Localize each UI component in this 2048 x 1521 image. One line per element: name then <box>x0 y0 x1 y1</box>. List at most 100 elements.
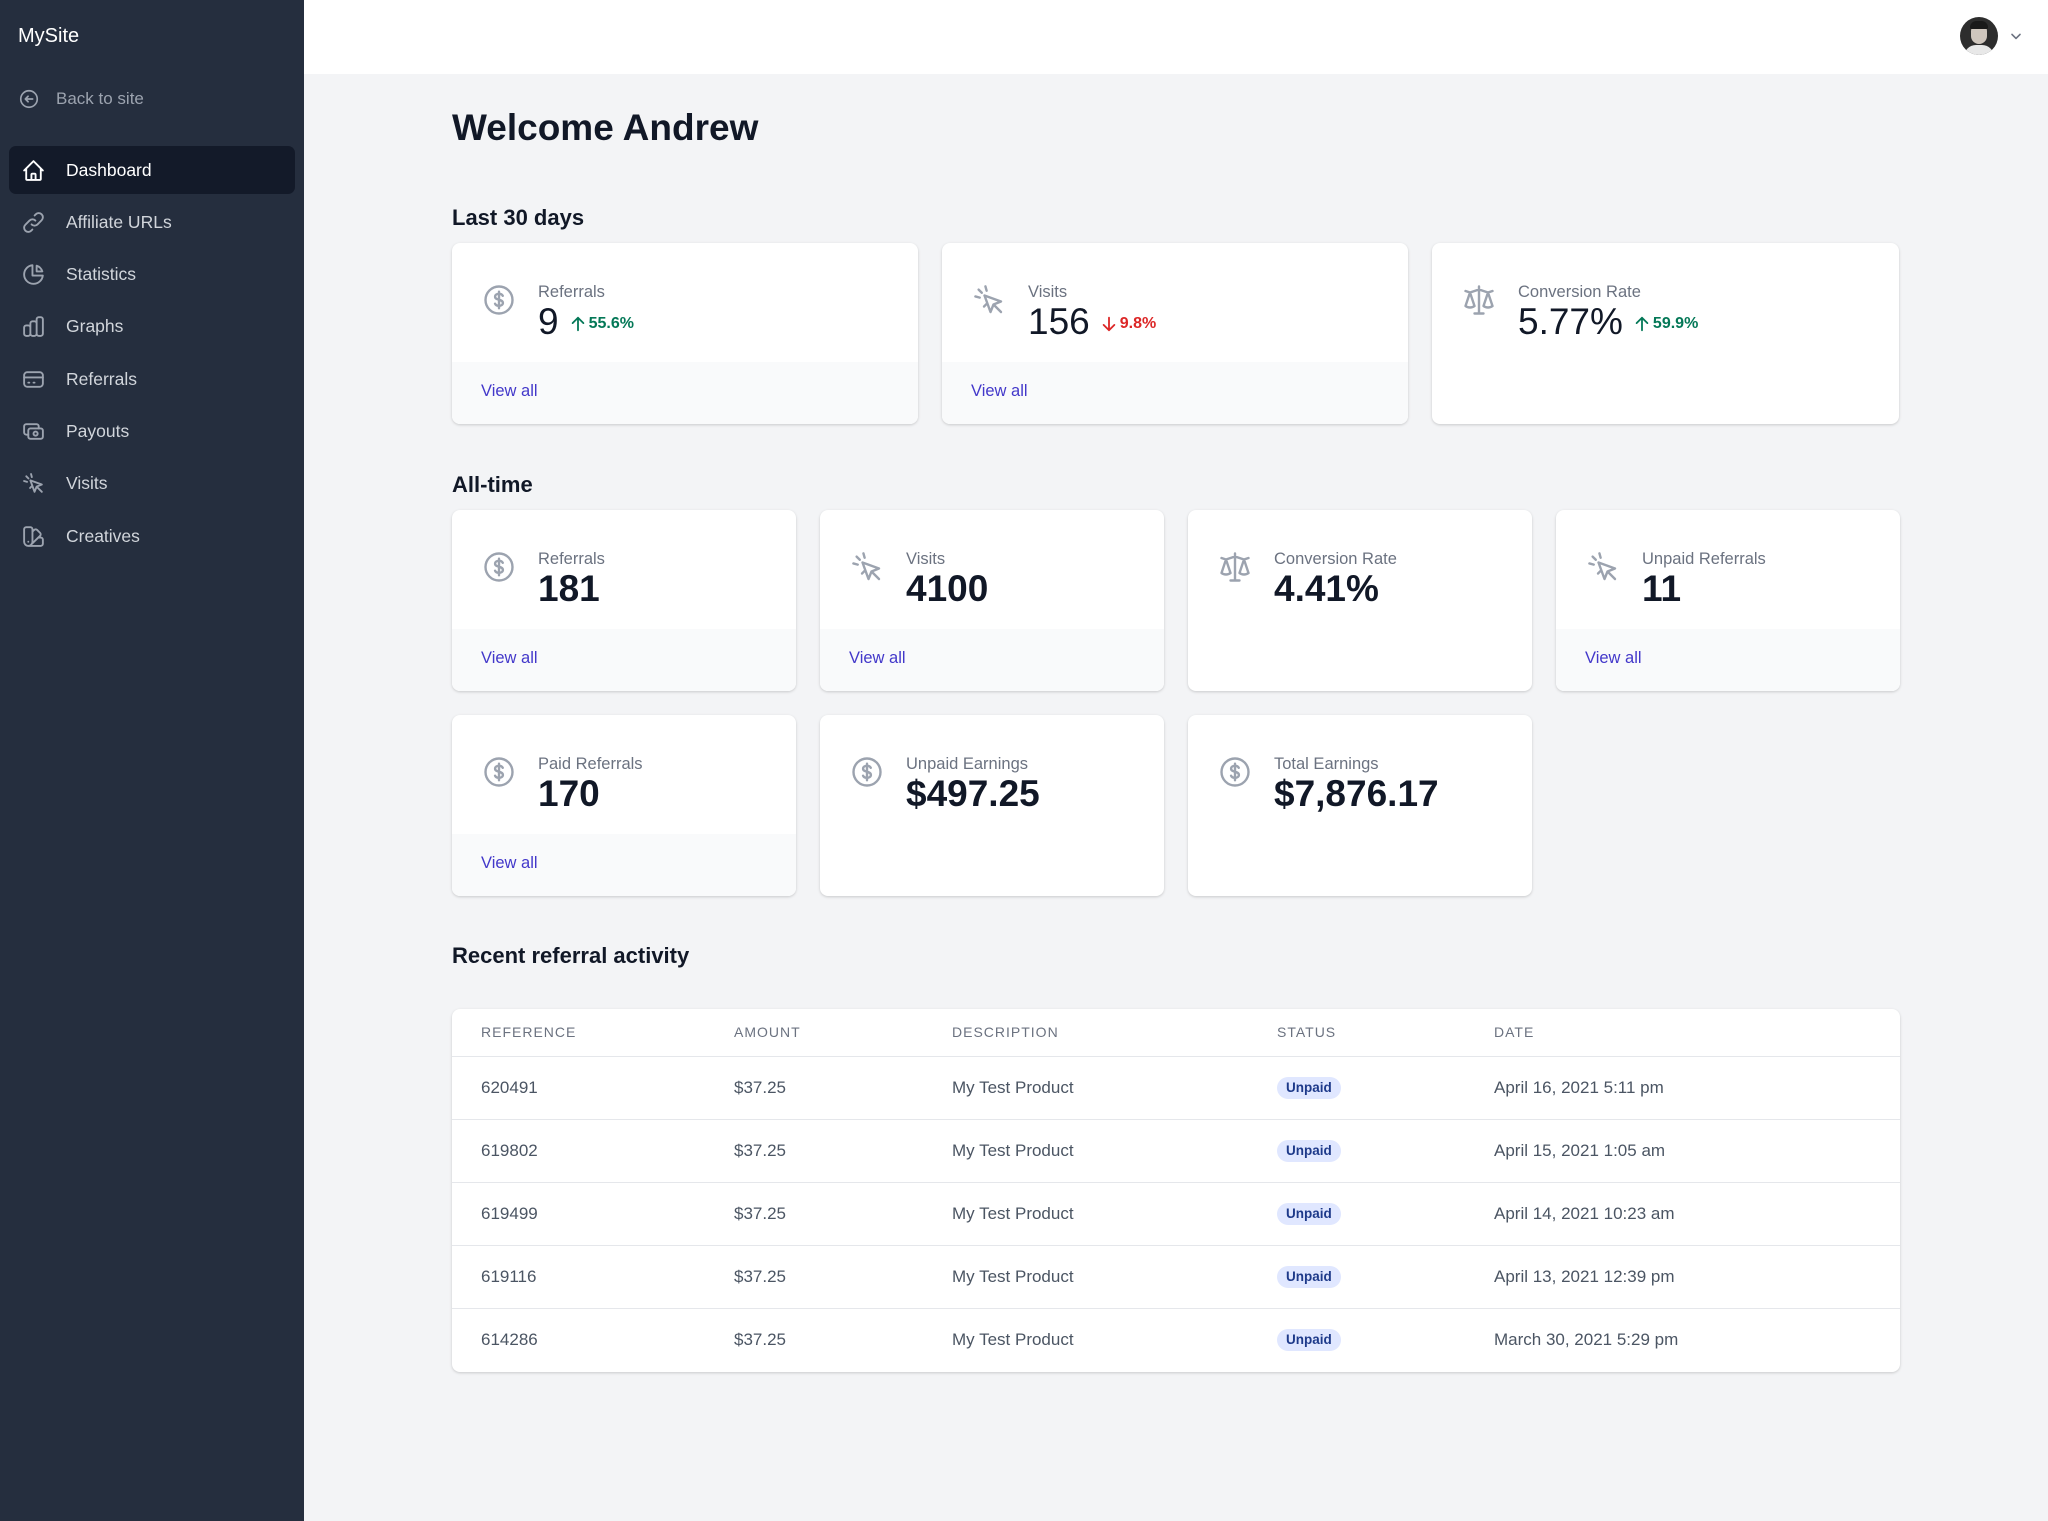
stat-card-conversion-30d: Conversion Rate 5.77% 59.9% <box>1432 243 1899 424</box>
stat-card-unpaid-earnings: Unpaid Earnings $497.25 <box>820 715 1164 896</box>
trend-indicator: 55.6% <box>569 314 634 334</box>
view-all-visits-link[interactable]: View all <box>849 649 906 667</box>
cell-description: My Test Product <box>952 1330 1074 1349</box>
cell-description: My Test Product <box>952 1267 1074 1286</box>
currency-dollar-icon <box>484 285 514 315</box>
recent-referrals-table: REFERENCE AMOUNT DESCRIPTION STATUS DATE… <box>452 1009 1900 1372</box>
view-all-referrals-link[interactable]: View all <box>481 382 538 400</box>
view-all-paid-referrals-link[interactable]: View all <box>481 854 538 872</box>
top-bar <box>304 0 2048 74</box>
sidebar-item-referrals[interactable]: Referrals <box>9 355 295 403</box>
sidebar-item-graphs[interactable]: Graphs <box>9 303 295 351</box>
stat-label: Paid Referrals <box>538 755 643 773</box>
stat-card-paid-referrals: Paid Referrals 170 View all <box>452 715 796 896</box>
view-all-referrals-link[interactable]: View all <box>481 649 538 667</box>
sidebar-item-creatives[interactable]: Creatives <box>9 512 295 560</box>
table-row: 620491 $37.25 My Test Product Unpaid Apr… <box>452 1057 1900 1120</box>
sidebar-item-label: Visits <box>66 473 108 494</box>
status-badge: Unpaid <box>1277 1077 1341 1099</box>
arrow-up-icon <box>1635 316 1649 332</box>
sidebar-item-visits[interactable]: Visits <box>9 460 295 508</box>
cursor-click-icon <box>852 552 881 581</box>
table-row: 619499 $37.25 My Test Product Unpaid Apr… <box>452 1183 1900 1246</box>
sidebar: MySite Back to site Dashboard Affiliate … <box>0 0 304 1521</box>
sidebar-item-label: Payouts <box>66 420 130 441</box>
stat-label: Conversion Rate <box>1274 550 1397 568</box>
stat-value: $7,876.17 <box>1274 773 1439 814</box>
arrow-down-icon <box>1102 316 1116 332</box>
sidebar-item-dashboard[interactable]: Dashboard <box>9 146 295 194</box>
sidebar-item-label: Dashboard <box>66 159 152 180</box>
cell-description: My Test Product <box>952 1141 1074 1160</box>
status-badge: Unpaid <box>1277 1203 1341 1225</box>
link-icon <box>23 212 44 233</box>
view-all-visits-link[interactable]: View all <box>971 382 1028 400</box>
cell-reference: 620491 <box>481 1078 538 1097</box>
currency-dollar-icon <box>1220 757 1250 787</box>
stat-label: Unpaid Earnings <box>906 755 1028 773</box>
trend-indicator: 9.8% <box>1100 314 1156 334</box>
view-all-unpaid-referrals-link[interactable]: View all <box>1585 649 1642 667</box>
column-header-status: STATUS <box>1277 1024 1337 1040</box>
column-header-amount: AMOUNT <box>734 1024 801 1040</box>
cell-amount: $37.25 <box>734 1267 786 1286</box>
column-header-description: DESCRIPTION <box>952 1024 1059 1040</box>
stat-label: Unpaid Referrals <box>1642 550 1766 568</box>
stat-value: 4.41% <box>1274 568 1379 609</box>
sidebar-item-label: Statistics <box>66 264 137 285</box>
stat-card-total-earnings: Total Earnings $7,876.17 <box>1188 715 1532 896</box>
stat-label: Referrals <box>538 283 605 301</box>
stat-card-visits-alltime: Visits 4100 View all <box>820 510 1164 691</box>
stat-label: Total Earnings <box>1274 755 1379 773</box>
pie-chart-icon <box>23 264 44 285</box>
sidebar-item-payouts[interactable]: Payouts <box>9 407 295 455</box>
currency-dollar-icon <box>484 757 514 787</box>
stat-card-unpaid-referrals: Unpaid Referrals 11 View all <box>1556 510 1900 691</box>
status-badge: Unpaid <box>1277 1329 1341 1351</box>
user-avatar <box>1960 17 1998 55</box>
back-to-site-link[interactable]: Back to site <box>18 88 144 110</box>
cell-date: April 15, 2021 1:05 am <box>1494 1141 1666 1160</box>
cursor-click-icon <box>974 285 1003 314</box>
cell-amount: $37.25 <box>734 1141 786 1160</box>
cell-amount: $37.25 <box>734 1330 786 1349</box>
stat-card-visits-30d: Visits 156 9.8% View all <box>942 243 1408 424</box>
currency-dollar-icon <box>484 552 514 582</box>
sidebar-item-label: Creatives <box>66 525 140 546</box>
sidebar-item-label: Affiliate URLs <box>66 211 172 232</box>
site-brand[interactable]: MySite <box>18 25 80 47</box>
sidebar-item-affiliate-urls[interactable]: Affiliate URLs <box>9 198 295 246</box>
stat-value: 11 <box>1642 568 1682 609</box>
arrow-up-icon <box>571 316 584 332</box>
trend-value: 55.6% <box>588 315 634 332</box>
status-badge: Unpaid <box>1277 1140 1341 1162</box>
sidebar-item-statistics[interactable]: Statistics <box>9 251 295 299</box>
stat-value: 5.77% <box>1518 301 1623 342</box>
stat-label: Visits <box>1028 283 1068 301</box>
stat-card-referrals-alltime: Referrals 181 View all <box>452 510 796 691</box>
cell-date: March 30, 2021 5:29 pm <box>1494 1330 1679 1349</box>
cursor-click-icon <box>1588 552 1617 581</box>
cell-reference: 614286 <box>481 1330 538 1349</box>
stat-value: $497.25 <box>906 773 1040 814</box>
trend-value: 59.9% <box>1652 315 1699 332</box>
bar-chart-icon <box>23 316 44 338</box>
sidebar-item-label: Graphs <box>66 316 124 337</box>
cell-reference: 619116 <box>481 1267 537 1286</box>
cursor-click-icon <box>23 473 43 494</box>
scale-icon <box>1220 552 1250 582</box>
status-badge: Unpaid <box>1277 1266 1341 1288</box>
trend-value: 9.8% <box>1119 315 1157 332</box>
user-menu-button[interactable] <box>1960 17 2024 55</box>
table-row: 619116 $37.25 My Test Product Unpaid Apr… <box>452 1246 1900 1309</box>
page-title: Welcome Andrew <box>452 107 759 148</box>
stat-value: 156 <box>1028 301 1090 342</box>
home-icon <box>23 159 44 181</box>
cell-amount: $37.25 <box>734 1078 786 1097</box>
column-header-date: DATE <box>1494 1024 1535 1040</box>
cell-date: April 16, 2021 5:11 pm <box>1494 1078 1664 1097</box>
cell-reference: 619499 <box>481 1204 538 1223</box>
stat-value: 181 <box>538 568 600 609</box>
recent-activity-heading: Recent referral activity <box>452 943 690 968</box>
cell-reference: 619802 <box>481 1141 538 1160</box>
